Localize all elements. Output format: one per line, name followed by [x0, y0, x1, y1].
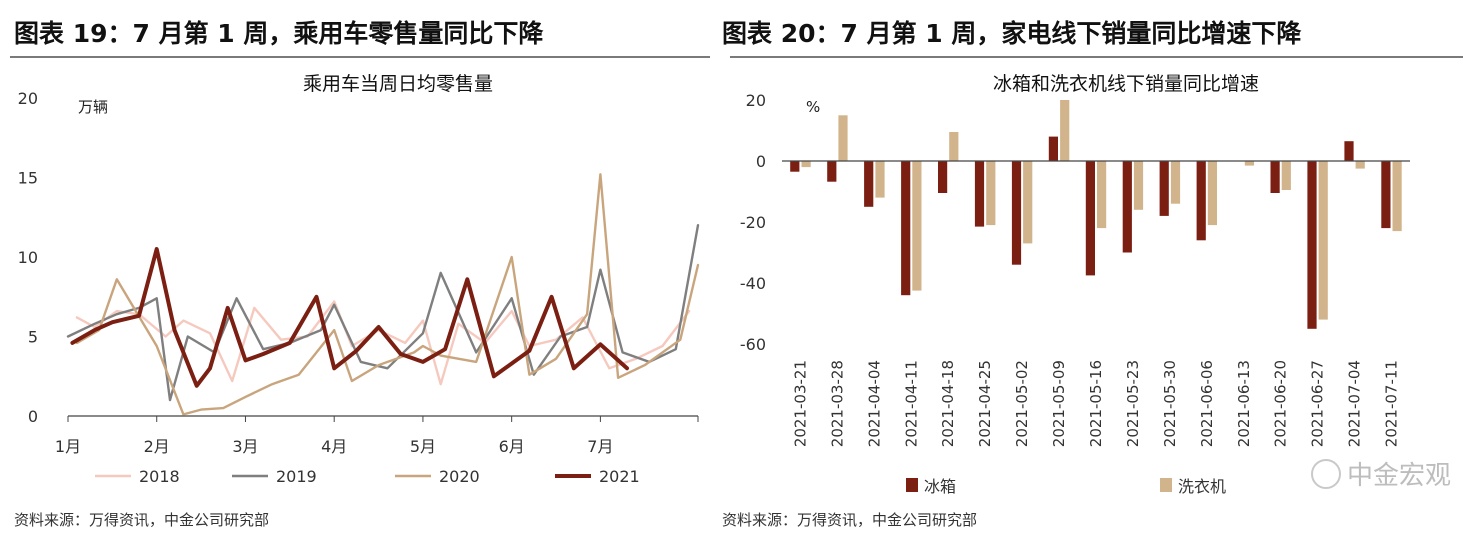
x-tick-label: 2021-04-04 — [865, 360, 883, 447]
x-tick-label: 2021-03-28 — [828, 360, 846, 447]
x-tick-label: 2021-07-04 — [1346, 360, 1364, 447]
bar-洗衣机 — [1060, 100, 1070, 161]
bar-冰箱 — [1381, 161, 1391, 229]
bar-洗衣机 — [1170, 161, 1181, 204]
x-tick-label: 2021-05-30 — [1161, 360, 1179, 447]
x-tick-label: 2021-05-16 — [1087, 360, 1105, 447]
bar-洗衣机 — [949, 132, 959, 161]
bar-洗衣机 — [1097, 161, 1107, 229]
bar-冰箱 — [1270, 161, 1280, 193]
y-tick-label: 5 — [28, 328, 38, 347]
x-tick-label: 1月 — [55, 437, 81, 456]
series-line-2019 — [66, 223, 700, 402]
bar-冰箱 — [790, 161, 800, 172]
bar-冰箱 — [1196, 161, 1206, 241]
bar-洗衣机 — [1281, 161, 1291, 190]
x-tick-label: 4月 — [321, 437, 347, 456]
x-tick-label: 2021-04-25 — [976, 360, 994, 447]
series-line-2018 — [75, 300, 691, 386]
legend-label: 冰箱 — [924, 477, 956, 496]
y-tick-label: -40 — [740, 274, 766, 293]
x-tick-label: 2021-06-20 — [1272, 360, 1290, 447]
x-tick-label: 7月 — [587, 437, 613, 456]
bar-洗衣机 — [986, 161, 996, 226]
y-tick-label: -20 — [740, 213, 766, 232]
x-tick-label: 2月 — [144, 437, 170, 456]
watermark-text: 中金宏观 — [1346, 461, 1451, 491]
legend-swatch-洗衣机 — [1160, 478, 1172, 492]
x-tick-label: 2021-06-06 — [1198, 360, 1216, 447]
right-source-note: 资料来源：万得资讯，中金公司研究部 — [722, 511, 978, 529]
bar-洗衣机 — [1244, 161, 1254, 166]
bar-洗衣机 — [801, 161, 811, 168]
legend-label: 洗衣机 — [1178, 477, 1226, 496]
bar-冰箱 — [1048, 136, 1058, 161]
legend-label: 2019 — [276, 467, 317, 486]
bar-洗衣机 — [1318, 161, 1328, 320]
bar-冰箱 — [827, 161, 837, 182]
left-panel: 图表 19：7 月第 1 周，乘用车零售量同比下降 乘用车当周日均零售量万辆 0 5… — [0, 0, 720, 540]
bar-冰箱 — [1159, 161, 1169, 216]
bar-冰箱 — [901, 161, 911, 296]
x-tick-label: 3月 — [232, 437, 258, 456]
y-tick-label: 20 — [18, 89, 38, 108]
legend-label: 2020 — [439, 467, 480, 486]
x-tick-label: 2021-04-11 — [902, 360, 920, 447]
bar-冰箱 — [1122, 161, 1132, 253]
bar-洗衣机 — [1392, 161, 1402, 232]
y-tick-label: 0 — [756, 152, 766, 171]
bar-冰箱 — [974, 161, 985, 227]
bar-洗衣机 — [1133, 161, 1144, 210]
x-tick-label: 2021-06-27 — [1309, 360, 1327, 447]
chart-title: 冰箱和洗衣机线下销量同比增速 — [993, 73, 1259, 95]
y-tick-label: 20 — [746, 91, 766, 110]
right-figure-title: 图表 20：7 月第 1 周，家电线下销量同比增速下降 — [722, 19, 1302, 48]
series-line-2020 — [75, 173, 700, 416]
y-tick-label: 0 — [28, 407, 38, 426]
x-tick-label: 2021-05-23 — [1124, 360, 1142, 447]
bar-冰箱 — [1085, 161, 1095, 276]
y-tick-label: 10 — [18, 248, 38, 267]
watermark: 中金宏观 — [1310, 455, 1451, 492]
right-title-divider — [730, 56, 1463, 58]
y-tick-label: 15 — [18, 169, 38, 188]
legend-label: 2021 — [599, 467, 640, 486]
right-panel: 图表 20：7 月第 1 周，家电线下销量同比增速下降 冰箱和洗衣机线下销量同比… — [720, 0, 1473, 540]
legend-label: 2018 — [139, 467, 180, 486]
x-tick-label: 2021-03-21 — [791, 360, 809, 447]
x-tick-label: 2021-07-11 — [1383, 360, 1401, 447]
bar-冰箱 — [1344, 141, 1354, 161]
bar-洗衣机 — [912, 161, 922, 291]
series-line-2021 — [70, 247, 629, 388]
bar-洗衣机 — [838, 115, 848, 162]
y-unit-label: 万辆 — [78, 98, 108, 116]
bar-洗衣机 — [1023, 161, 1033, 244]
x-tick-label: 6月 — [499, 437, 525, 456]
y-unit-label: % — [806, 98, 820, 116]
chart-title: 乘用车当周日均零售量 — [303, 73, 493, 95]
y-tick-label: -60 — [740, 335, 766, 354]
bar-冰箱 — [1011, 161, 1022, 265]
left-source-note: 资料来源：万得资讯，中金公司研究部 — [14, 511, 270, 529]
wechat-logo-icon — [1310, 458, 1341, 489]
x-tick-label: 2021-05-09 — [1050, 360, 1068, 447]
x-tick-label: 2021-06-13 — [1235, 360, 1253, 447]
x-tick-label: 2021-05-02 — [1013, 360, 1031, 447]
bar-冰箱 — [938, 161, 948, 193]
left-title-divider — [10, 56, 710, 58]
bar-冰箱 — [864, 161, 874, 207]
x-tick-label: 5月 — [410, 437, 436, 456]
legend-swatch-冰箱 — [906, 478, 918, 492]
left-figure-title: 图表 19：7 月第 1 周，乘用车零售量同比下降 — [14, 19, 544, 48]
bar-洗衣机 — [875, 161, 885, 198]
bar-洗衣机 — [1355, 161, 1365, 169]
x-tick-label: 2021-04-18 — [939, 360, 957, 447]
bar-chart: 冰箱和洗衣机线下销量同比增速% -60 -40 -20 0 20 2021-03-21 202… — [740, 73, 1410, 496]
bar-洗衣机 — [1207, 161, 1217, 226]
bar-冰箱 — [1307, 161, 1317, 329]
